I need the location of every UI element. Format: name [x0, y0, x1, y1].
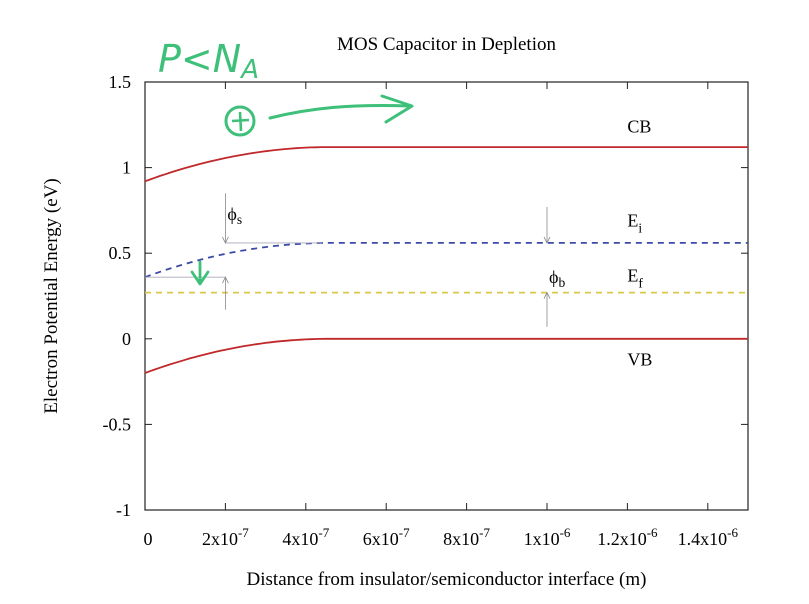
band-label-cb: CB [627, 117, 651, 137]
x-tick-label: 8x10-7 [443, 525, 490, 549]
x-tick-label: 4x10-7 [282, 525, 329, 549]
x-tick-label: 1.2x10-6 [597, 525, 658, 549]
y-axis-label: Electron Potential Energy (eV) [41, 178, 62, 414]
phi-b-arrowhead-top [543, 236, 551, 244]
x-tick-label: 0 [144, 529, 153, 549]
band-label-vb: VB [627, 349, 652, 369]
annotation-phi-b: ϕb [549, 267, 565, 290]
handwritten-hole-circle [224, 105, 256, 137]
y-tick-label: -1 [116, 500, 131, 520]
band-lines [144, 146, 748, 374]
y-tick-label: 0 [122, 329, 131, 349]
band-label-ei: Ei [627, 211, 642, 236]
band-labels: CB Ei Ef VB ϕs ϕb [227, 117, 652, 370]
x-tick-label: 2x10-7 [202, 525, 249, 549]
x-axis-ticks: 0 2x10-7 4x10-7 6x10-7 8x10-7 1x10-6 1.2x10-6 1… [144, 82, 739, 549]
x-tick-label: 6x10-7 [363, 525, 410, 549]
handwritten-plus-icon [231, 111, 250, 132]
handwritten-arrow-right [268, 104, 412, 120]
handwritten-arrow-down [190, 260, 210, 286]
annotation-phi-s: ϕs [227, 204, 242, 227]
series-line-vb [144, 337, 748, 374]
x-tick-label: 1x10-6 [524, 525, 571, 549]
plot-frame [144, 81, 749, 511]
y-axis-ticks: 1.5 1 0.5 0 -0.5 -1 [103, 72, 748, 520]
y-tick-label: 1.5 [109, 72, 132, 92]
series-line-ei [144, 241, 748, 279]
band-label-ef: Ef [627, 265, 643, 290]
y-tick-label: 1 [122, 158, 131, 178]
series-line-cb [144, 146, 748, 183]
phi-s-arrowhead-bottom [222, 276, 229, 284]
plot-area-border [144, 81, 749, 511]
gap-markers [145, 193, 551, 327]
chart-title: MOS Capacitor in Depletion [337, 34, 556, 55]
phi-b-arrowhead-bottom [543, 291, 551, 299]
handwritten-arrowhead-right [380, 94, 414, 124]
handwritten-p-less-than-na: P<NA [158, 37, 259, 85]
x-axis-label: Distance from insulator/semiconductor in… [247, 569, 647, 590]
handwritten-annotations: P<NA [158, 37, 414, 286]
phi-s-arrowhead-top [222, 236, 229, 244]
x-tick-label: 1.4x10-6 [678, 525, 739, 549]
y-tick-label: 0.5 [109, 243, 132, 263]
y-tick-label: -0.5 [103, 414, 132, 434]
